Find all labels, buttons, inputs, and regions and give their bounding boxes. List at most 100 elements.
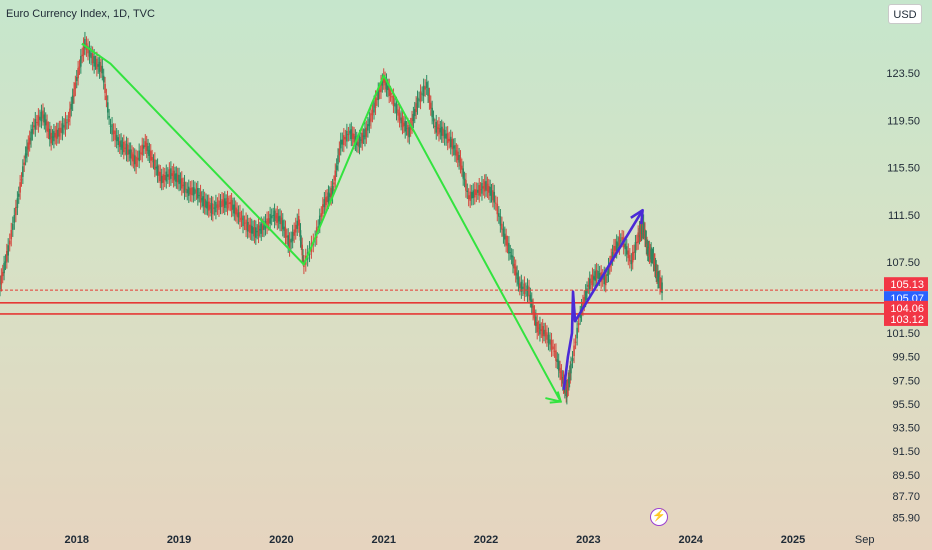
lightning-icon[interactable]: ⚡ [650, 508, 668, 526]
price-candle-body [121, 144, 124, 148]
price-candle-body [362, 135, 365, 137]
price-candle-body [400, 117, 402, 124]
price-candle-body [270, 215, 273, 219]
price-candle-body [236, 209, 238, 217]
price-candle-body [443, 129, 446, 139]
price-label-text: 104.06 [890, 303, 924, 315]
price-candle-body [442, 128, 444, 136]
price-candle-body [510, 255, 513, 258]
price-candle-body [365, 127, 368, 137]
price-candle-body [90, 52, 92, 59]
price-candle-body [642, 221, 645, 233]
price-candle-body [583, 297, 586, 305]
price-candle-body [598, 272, 601, 279]
price-candle-body [78, 66, 81, 68]
price-candle-body [431, 107, 433, 118]
price-candle-body [205, 200, 207, 208]
price-candle-body [573, 345, 575, 357]
price-candle-body [218, 200, 220, 210]
price-candle-body [210, 202, 213, 214]
price-candle-body [549, 339, 551, 345]
y-tick-label: 85.90 [892, 512, 920, 524]
price-candle-body [279, 215, 281, 225]
price-candle-body [421, 93, 423, 95]
price-candle-body [522, 286, 524, 289]
price-candle-body [253, 226, 256, 237]
price-candle-body [593, 276, 595, 280]
price-candle-body [483, 181, 486, 192]
price-candle-body [604, 274, 607, 286]
price-candle-body [412, 113, 415, 121]
y-tick-label: 111.50 [888, 210, 920, 222]
price-candle-body [47, 128, 50, 133]
price-candle-body [144, 141, 147, 147]
x-tick-label: 2019 [167, 534, 191, 546]
price-candle-body [267, 218, 270, 224]
price-candle-body [451, 138, 454, 150]
price-candle-body [179, 179, 182, 184]
price-candle-body [651, 254, 653, 257]
price-candle-body [97, 64, 100, 67]
price-candle-body [587, 284, 590, 287]
price-candle-body [44, 119, 47, 126]
price-candle-body [387, 85, 389, 91]
price-candle-body [566, 386, 568, 398]
price-candle-body [228, 202, 230, 204]
price-candle-body [17, 193, 20, 197]
price-candle-body [165, 171, 168, 182]
price-candle-body [24, 153, 27, 159]
price-candle-body [245, 219, 247, 231]
price-candle-body [501, 223, 503, 230]
y-tick-label: 95.50 [892, 399, 920, 411]
price-candle-body [109, 125, 112, 127]
price-candle-body [613, 246, 615, 255]
price-candle-body [401, 117, 404, 128]
price-candle-body [435, 121, 438, 133]
price-candle-body [186, 189, 189, 194]
price-candle-body [222, 200, 225, 207]
price-candle-body [544, 329, 547, 337]
price-candle-body [22, 166, 24, 177]
price-candle-body [619, 240, 622, 242]
price-candle-body [201, 197, 203, 201]
price-candle-body [456, 151, 459, 161]
price-candle-body [256, 231, 258, 233]
price-candle-body [69, 108, 71, 119]
currency-button[interactable]: USD [888, 4, 922, 24]
price-candle-body [333, 182, 335, 185]
price-candle-body [163, 174, 166, 181]
price-candle-body [482, 186, 485, 189]
price-candle-body [344, 136, 347, 140]
price-candle-body [560, 371, 563, 380]
price-candle-body [128, 149, 131, 155]
price-candle-body [556, 359, 559, 363]
price-candle-body [351, 133, 354, 139]
price-candle-body [360, 139, 362, 141]
price-candle-body [615, 241, 618, 252]
price-candle-body [104, 83, 106, 94]
price-candle-body [330, 188, 332, 199]
price-candle-body [509, 251, 512, 253]
price-candle-body [588, 278, 591, 290]
price-candle-body [73, 89, 75, 97]
price-candle-body [91, 53, 94, 64]
price-candle-body [334, 170, 337, 181]
price-candle-body [19, 182, 21, 193]
price-candle-body [240, 217, 243, 221]
price-candle-body [424, 86, 426, 90]
price-candle-body [135, 156, 137, 167]
price-candle-body [51, 136, 54, 139]
price-candle-body [139, 152, 142, 154]
y-tick-label: 87.70 [892, 491, 920, 503]
price-candle-body [162, 174, 165, 183]
x-tick-label: 2023 [576, 534, 600, 546]
price-candle-body [504, 233, 506, 240]
price-candle-body [0, 275, 3, 285]
price-candle-body [187, 186, 190, 196]
price-candle-body [368, 118, 371, 127]
price-candle-body [385, 80, 388, 90]
price-candle-body [373, 102, 375, 113]
price-candle-body [357, 142, 359, 147]
